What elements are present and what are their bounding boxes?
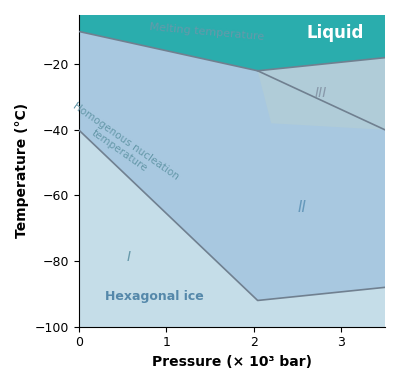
Text: I: I bbox=[127, 250, 131, 264]
Text: II: II bbox=[298, 200, 306, 215]
X-axis label: Pressure (× 10³ bar): Pressure (× 10³ bar) bbox=[152, 355, 312, 369]
Text: Hexagonal ice: Hexagonal ice bbox=[105, 290, 204, 303]
Text: Melting temperature: Melting temperature bbox=[149, 22, 264, 41]
Polygon shape bbox=[79, 15, 385, 71]
Polygon shape bbox=[79, 130, 385, 327]
Polygon shape bbox=[79, 15, 385, 327]
Polygon shape bbox=[79, 31, 385, 300]
Text: Homogenous nucleation
temperature: Homogenous nucleation temperature bbox=[64, 101, 180, 191]
Y-axis label: Temperature (°C): Temperature (°C) bbox=[15, 103, 29, 238]
Text: Liquid: Liquid bbox=[306, 24, 364, 42]
Text: III: III bbox=[315, 86, 327, 100]
Polygon shape bbox=[79, 130, 385, 327]
Polygon shape bbox=[258, 58, 385, 130]
